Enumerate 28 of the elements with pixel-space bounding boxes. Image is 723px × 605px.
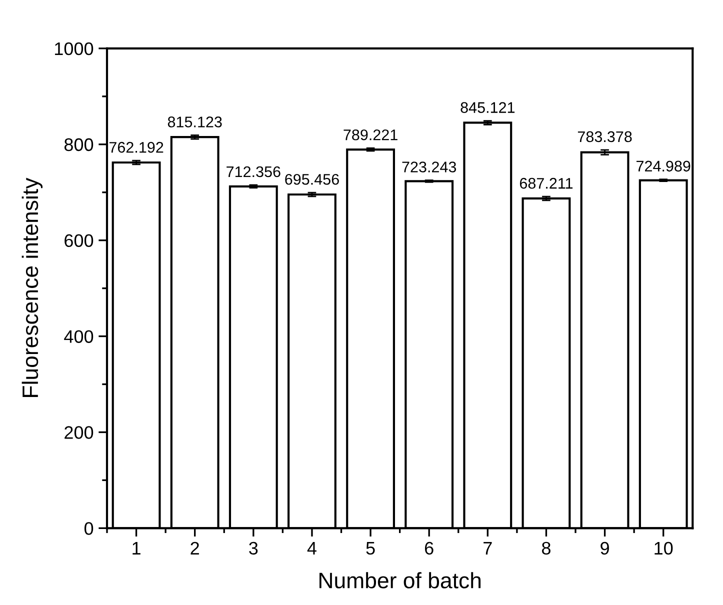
x-tick-label: 8 bbox=[542, 542, 550, 555]
x-tick-label: 9 bbox=[600, 542, 609, 555]
y-tick-label: 400 bbox=[64, 330, 94, 343]
data-label: 762.192 bbox=[109, 142, 164, 153]
x-tick-label: 2 bbox=[190, 542, 199, 554]
data-label: 845.121 bbox=[460, 102, 515, 113]
y-tick-label: 0 bbox=[84, 522, 94, 535]
x-tick-label: 3 bbox=[249, 542, 258, 555]
data-label: 815.123 bbox=[168, 116, 222, 128]
data-label: 724.989 bbox=[636, 160, 690, 172]
x-tick-label: 6 bbox=[424, 542, 434, 555]
x-axis-title: Number of batch bbox=[320, 572, 481, 588]
data-label: 695.456 bbox=[285, 174, 339, 185]
y-tick-label: 200 bbox=[64, 426, 94, 439]
x-tick-label: 1 bbox=[132, 542, 140, 554]
x-tick-label: 7 bbox=[484, 542, 492, 554]
data-label: 687.211 bbox=[520, 178, 573, 189]
y-axis-title: Fluorescence intensity bbox=[22, 178, 43, 397]
y-tick-label: 1000 bbox=[55, 42, 94, 56]
y-tick-label: 600 bbox=[64, 234, 94, 248]
x-tick-label: 4 bbox=[307, 542, 316, 554]
data-label: 789.221 bbox=[344, 129, 398, 140]
data-label: 783.378 bbox=[578, 131, 632, 142]
x-tick-label: 10 bbox=[654, 542, 673, 555]
x-tick-label: 5 bbox=[366, 542, 375, 555]
data-label: 712.356 bbox=[226, 166, 280, 178]
y-tick-label: 800 bbox=[64, 138, 94, 152]
data-label: 723.243 bbox=[402, 162, 456, 172]
